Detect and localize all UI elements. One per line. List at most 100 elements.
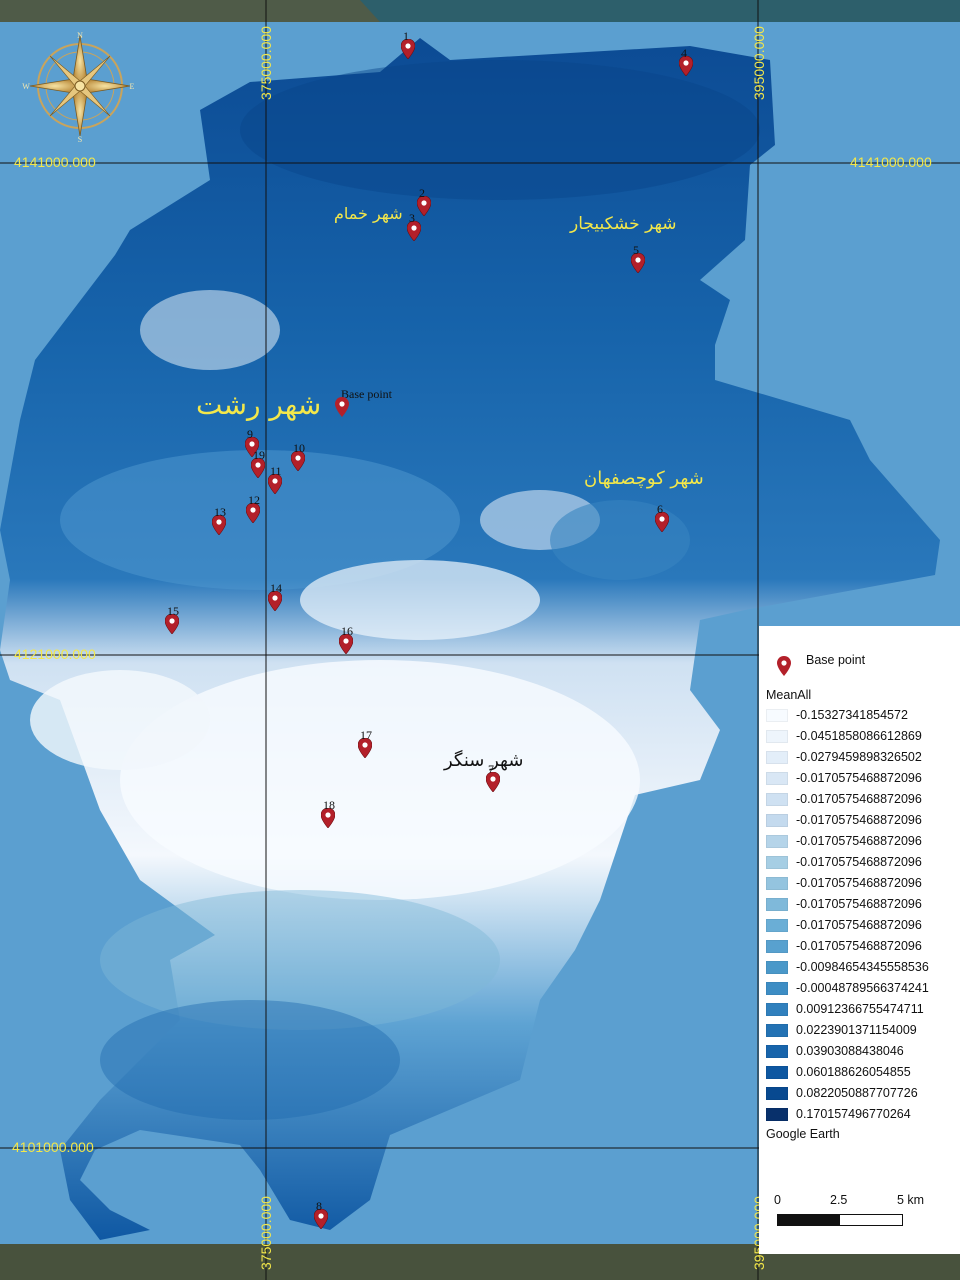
grid-label-y-4121-left: 4121000.000 <box>14 646 96 662</box>
city-label-khoshkbijar: شهر خشکبیجار <box>570 214 677 234</box>
legend-class-row: -0.0279459898326502 <box>766 748 922 766</box>
pin-marker-icon <box>335 397 349 417</box>
pin-marker-icon <box>251 458 265 478</box>
legend-class-row: -0.0170575468872096 <box>766 790 922 808</box>
legend-class-row: -0.0170575468872096 <box>766 832 922 850</box>
legend-source: Google Earth <box>766 1127 840 1141</box>
map-pin-number: 8 <box>316 1199 322 1213</box>
legend-swatch <box>766 855 788 869</box>
map-pin-number: 18 <box>323 798 335 812</box>
base-point-label: Base point <box>341 387 392 401</box>
map-pin-number: 19 <box>253 448 265 462</box>
pin-marker-icon <box>165 614 179 634</box>
legend-swatch <box>766 1065 788 1079</box>
pin-marker-icon <box>212 515 226 535</box>
grid-label-x-375-bottom: 375000.000 <box>258 1196 274 1270</box>
map-pin-number: 5 <box>633 243 639 257</box>
compass-w-label: W <box>22 82 30 91</box>
legend-class-row: 0.00912366755474711 <box>766 1000 924 1018</box>
compass-s-label: S <box>78 135 82 144</box>
legend-swatch <box>766 897 788 911</box>
map-pin-number: 13 <box>214 505 226 519</box>
legend-class-row: -0.0170575468872096 <box>766 874 922 892</box>
pin-marker-icon <box>314 1209 328 1229</box>
pin-marker-icon <box>631 253 645 273</box>
legend-class-row: -0.0170575468872096 <box>766 811 922 829</box>
legend-class-row: -0.00984654345558536 <box>766 958 929 976</box>
city-label-kuchesfahan: شهر کوچصفهان <box>584 468 704 489</box>
legend-class-row: -0.0170575468872096 <box>766 916 922 934</box>
legend-swatch <box>766 918 788 932</box>
legend-class-label: 0.03903088438046 <box>796 1044 904 1058</box>
legend-class-label: 0.0822050887707726 <box>796 1086 918 1100</box>
pin-marker-icon <box>679 56 693 76</box>
legend-class-label: -0.15327341854572 <box>796 708 908 722</box>
grid-label-y-4101-left: 4101000.000 <box>12 1139 94 1155</box>
legend-class-label: -0.0170575468872096 <box>796 792 922 806</box>
pin-marker-icon <box>246 503 260 523</box>
legend-swatch <box>766 1002 788 1016</box>
legend-class-row: -0.0170575468872096 <box>766 853 922 871</box>
legend-swatch <box>766 834 788 848</box>
legend-swatch <box>766 729 788 743</box>
legend-swatch <box>766 1023 788 1037</box>
pin-marker-icon <box>407 221 421 241</box>
scale-tick-5km: 5 km <box>897 1193 925 1207</box>
legend-class-row: 0.0822050887707726 <box>766 1084 918 1102</box>
grid-label-x-395-top: 395000.000 <box>751 26 767 100</box>
legend-class-row: -0.15327341854572 <box>766 706 908 724</box>
pin-marker-icon <box>358 738 372 758</box>
city-label-khomam: شهر خمام <box>334 204 403 223</box>
legend-class-label: -0.0170575468872096 <box>796 813 922 827</box>
legend-class-label: 0.00912366755474711 <box>796 1002 924 1016</box>
legend-swatch <box>766 1044 788 1058</box>
pin-marker-icon <box>268 474 282 494</box>
map-pin-number: 11 <box>270 464 282 478</box>
legend-title: MeanAll <box>766 688 812 702</box>
pin-marker-icon <box>291 451 305 471</box>
pin-marker-icon <box>339 634 353 654</box>
raster-texture <box>30 60 760 1120</box>
legend-base-point-label: Base point <box>806 653 866 667</box>
grid-label-y-4141-right: 4141000.000 <box>850 154 932 170</box>
grid-label-x-375-top: 375000.000 <box>258 26 274 100</box>
legend-class-label: -0.0170575468872096 <box>796 897 922 911</box>
grid-label-y-4141-left: 4141000.000 <box>14 154 96 170</box>
compass-e-label: E <box>130 82 135 91</box>
legend-class-label: -0.0170575468872096 <box>796 834 922 848</box>
pin-marker-icon <box>417 196 431 216</box>
scale-tick-2-5: 2.5 <box>830 1193 848 1207</box>
legend-swatch <box>766 981 788 995</box>
map-pin-number: 12 <box>248 493 260 507</box>
map-pin-number: 6 <box>657 502 663 516</box>
map-pin-number: 14 <box>270 581 282 595</box>
scale-bar <box>777 1214 903 1226</box>
map-pin-number: 17 <box>360 728 372 742</box>
legend-class-row: -0.0170575468872096 <box>766 895 922 913</box>
legend-class-label: -0.0170575468872096 <box>796 918 922 932</box>
scale-tick-0: 0 <box>774 1193 781 1207</box>
legend-class-label: -0.0170575468872096 <box>796 771 922 785</box>
map-pin-number: 4 <box>681 46 687 60</box>
legend-class-row: 0.060188626054855 <box>766 1063 911 1081</box>
legend-class-label: 0.060188626054855 <box>796 1065 911 1079</box>
legend-swatch <box>766 750 788 764</box>
city-label-sangar: شهر سنگر <box>444 750 524 771</box>
legend-swatch <box>766 876 788 890</box>
legend-class-row: 0.03903088438046 <box>766 1042 904 1060</box>
legend-class-row: -0.0451858086612869 <box>766 727 922 745</box>
legend-swatch <box>766 771 788 785</box>
legend-class-label: -0.00048789566374241 <box>796 981 929 995</box>
legend-class-label: -0.0279459898326502 <box>796 750 922 764</box>
map-pin-base-point[interactable] <box>335 397 349 421</box>
legend-class-label: 0.0223901371154009 <box>796 1023 917 1037</box>
legend-class-row: -0.0170575468872096 <box>766 769 922 787</box>
legend-class-label: 0.170157496770264 <box>796 1107 911 1121</box>
compass-n-label: N <box>77 31 83 40</box>
map-pin-number: 10 <box>293 441 305 455</box>
legend: Base point MeanAll -0.15327341854572 -0.0… <box>759 626 960 1254</box>
map-pin-number: 7 <box>488 762 494 776</box>
map-pin-number: 16 <box>341 624 353 638</box>
city-label-rasht: شهر رشت <box>196 388 322 421</box>
legend-class-row: 0.170157496770264 <box>766 1105 911 1123</box>
